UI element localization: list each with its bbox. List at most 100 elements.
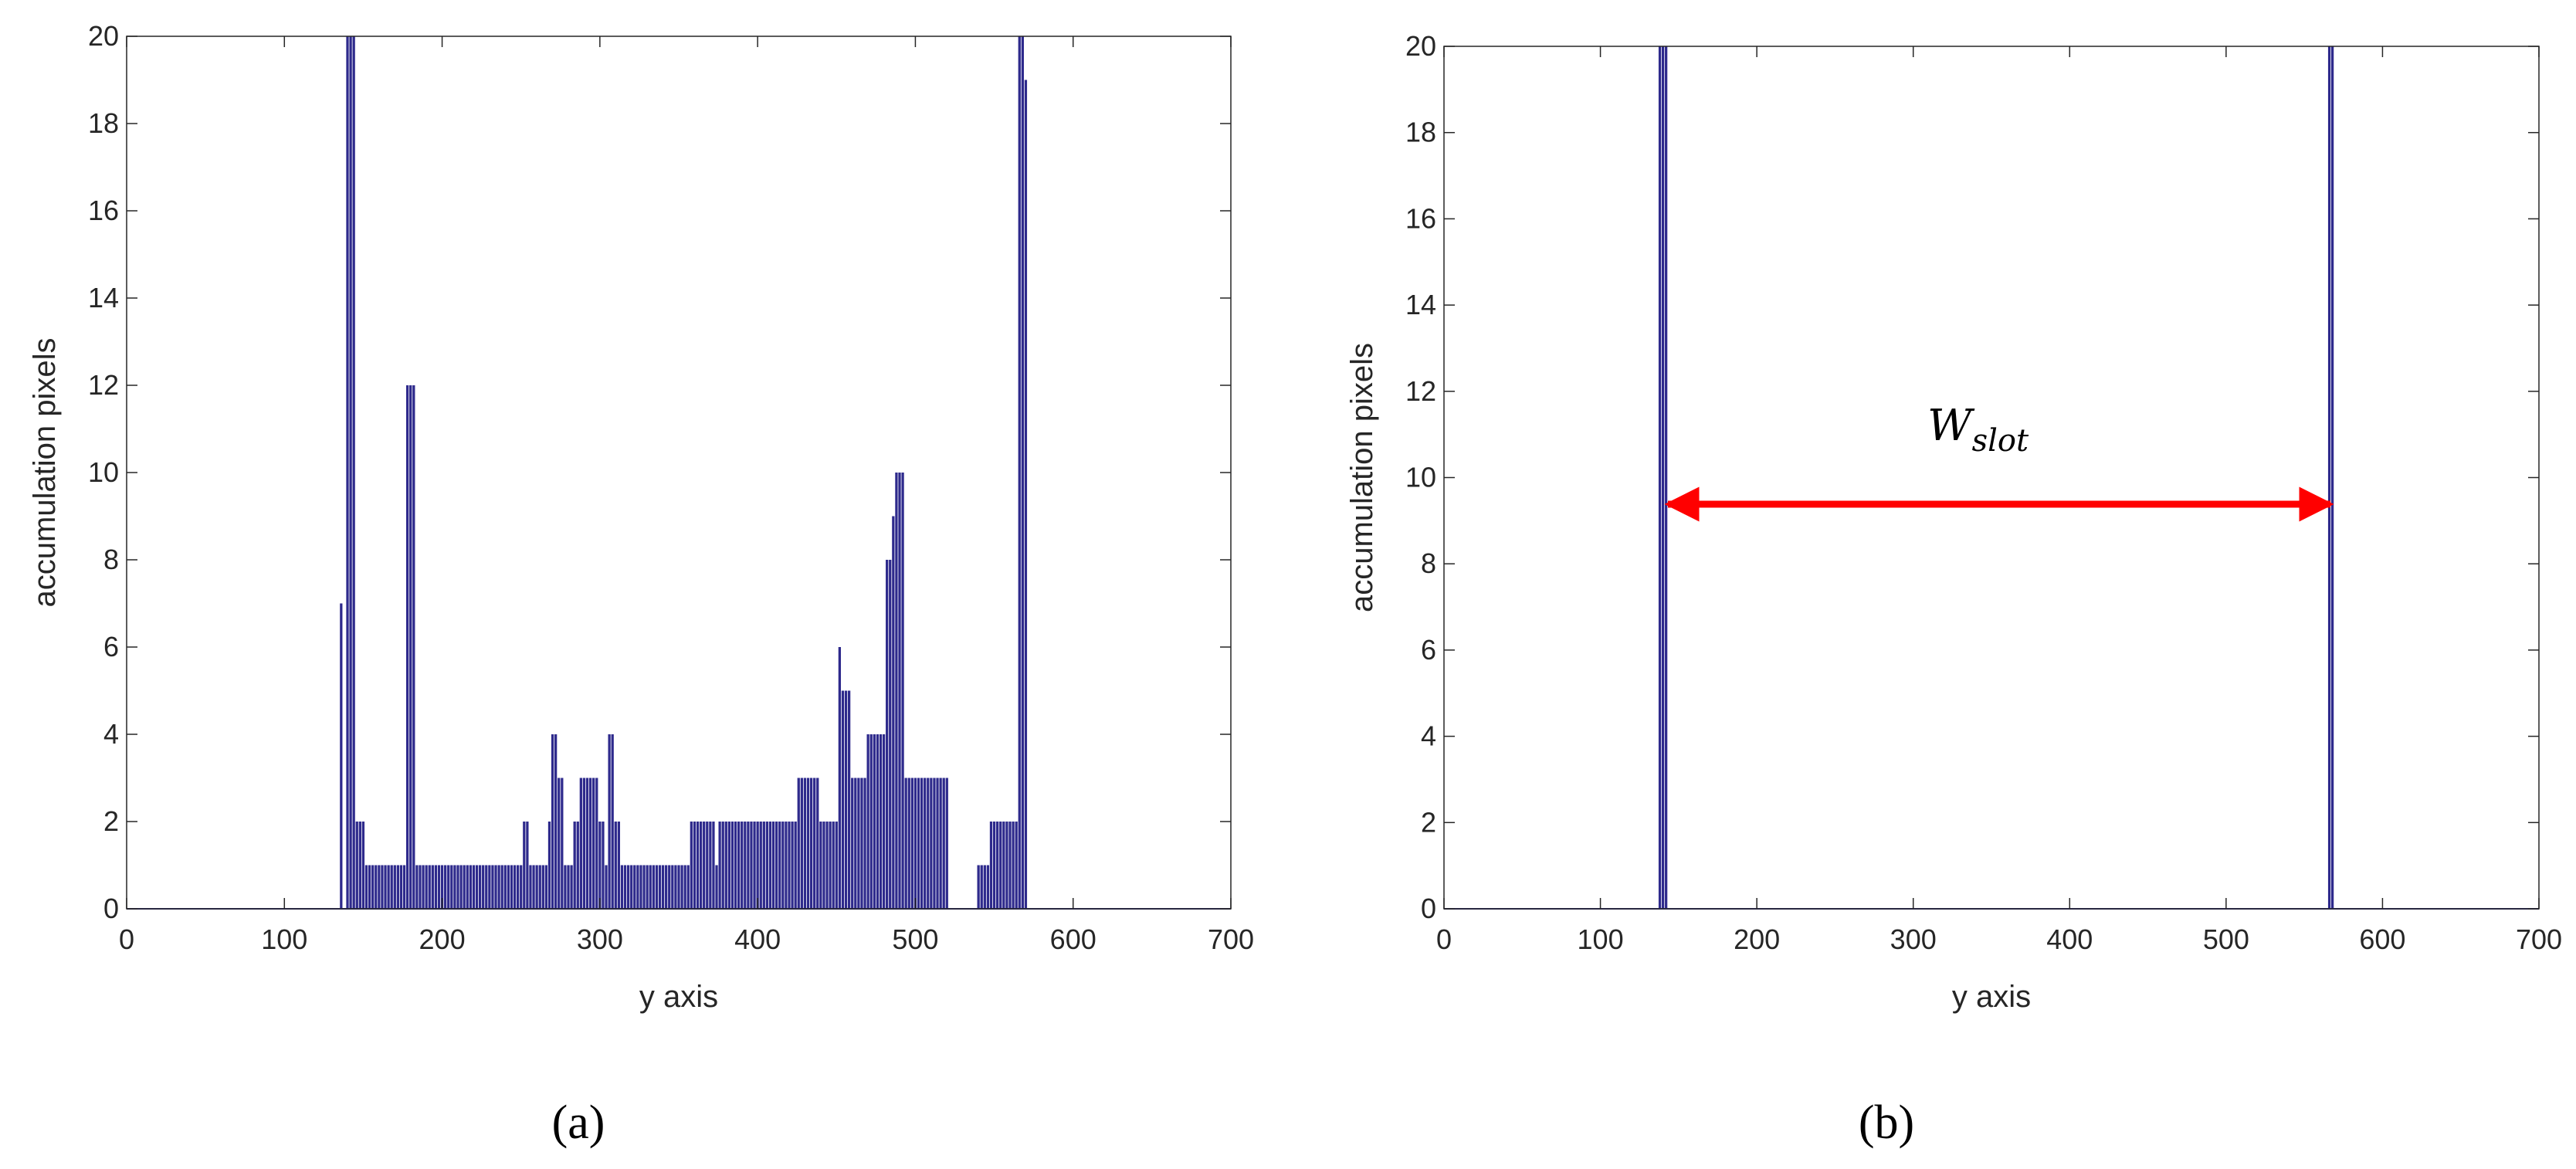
bar [608,734,611,909]
bar [482,865,485,909]
x-tick-label: 100 [261,923,307,955]
bar [980,865,983,909]
bar [696,822,700,909]
bar [939,778,942,909]
bar [920,778,924,909]
bar [706,822,709,909]
bar [680,865,683,909]
bar [999,822,1002,909]
bar [791,822,794,909]
bar [768,822,772,909]
bar [646,865,649,909]
y-tick-label: 14 [1405,289,1436,320]
y-tick-label: 14 [88,282,119,313]
bar [469,865,472,909]
bar [573,822,576,909]
y-tick-label: 4 [103,718,119,750]
annotation-symbol: W [1927,401,1975,451]
bar [1002,822,1005,909]
bar [721,822,724,909]
bar [620,865,624,909]
y-tick-label: 6 [1421,634,1436,666]
y-tick-label: 16 [88,195,119,226]
bar [989,822,993,909]
bar [405,385,409,909]
bar [816,778,819,909]
bar [440,865,444,909]
bar [873,734,876,909]
x-tick-label: 200 [1734,923,1780,955]
bar [671,865,674,909]
bar [381,865,384,909]
y-tick-label: 6 [103,631,119,662]
bar [375,865,378,909]
bar [554,734,558,909]
bar [686,865,690,909]
bar [674,865,677,909]
bar [898,473,901,909]
bar [803,778,807,909]
y-tick-label: 0 [1421,893,1436,924]
bar [986,865,990,909]
panel-label: (a) [552,1096,605,1149]
bar [2327,46,2331,909]
bar [1658,46,1662,909]
bar [771,822,775,909]
bar [933,778,936,909]
bar [626,865,630,909]
bar [730,822,734,909]
panel-label: (b) [1859,1096,1914,1149]
bar [1018,36,1021,909]
bar [419,865,422,909]
bar [860,778,863,909]
bar [526,822,529,909]
bar [699,822,703,909]
bar [886,560,889,909]
bar [500,865,503,909]
bar [718,822,721,909]
bar [927,778,930,909]
bar [1661,46,1665,909]
bar [715,865,718,909]
bar [744,822,747,909]
bar [425,865,428,909]
bar [1008,822,1012,909]
bar [1005,822,1008,909]
y-tick-label: 12 [88,369,119,401]
bar [602,822,605,909]
bar [642,865,646,909]
bar [737,822,741,909]
bar [665,865,668,909]
plot-area [1444,46,2539,909]
y-tick-label: 0 [103,893,119,924]
bar [444,865,447,909]
bar [992,822,996,909]
bar [889,560,892,909]
bar [623,865,627,909]
bar [734,822,737,909]
bar [924,778,927,909]
bar [863,778,866,909]
bar [368,865,371,909]
bar [463,865,466,909]
bar [595,778,598,909]
bar [857,778,860,909]
bar [510,865,514,909]
bar [636,865,639,909]
bar [592,778,595,909]
bar [340,603,343,909]
x-tick-label: 100 [1578,923,1624,955]
bar [478,865,482,909]
bar [1015,822,1018,909]
bar [750,822,753,909]
y-tick-label: 20 [1405,30,1436,62]
bar [396,865,400,909]
bar [983,865,986,909]
bar [913,778,917,909]
annotation-subscript: slot [1972,423,2029,459]
bar [703,822,706,909]
bar [747,822,750,909]
x-tick-label: 500 [2203,923,2249,955]
bar [819,822,822,909]
bar [561,778,564,909]
